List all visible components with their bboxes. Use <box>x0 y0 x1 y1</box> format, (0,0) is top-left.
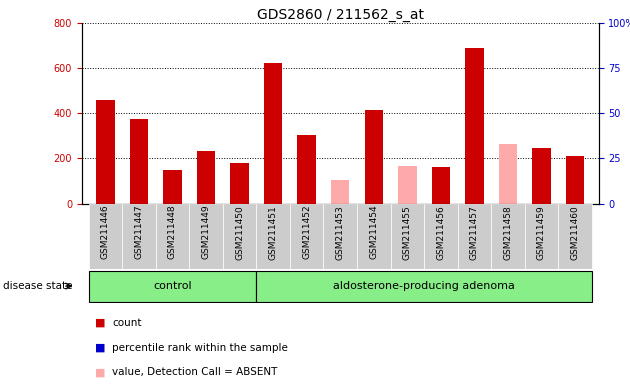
Bar <box>491 204 525 269</box>
Text: GSM211457: GSM211457 <box>470 205 479 260</box>
Bar <box>465 48 484 204</box>
Bar <box>189 204 223 269</box>
Bar <box>566 156 584 204</box>
Bar <box>323 204 357 269</box>
Bar <box>130 119 148 204</box>
Bar <box>163 170 181 204</box>
Text: ■: ■ <box>94 343 105 353</box>
Bar <box>398 166 416 204</box>
Bar <box>264 63 282 204</box>
Text: GSM211446: GSM211446 <box>101 205 110 260</box>
Text: GSM211449: GSM211449 <box>202 205 210 260</box>
Bar <box>457 204 491 269</box>
Text: ■: ■ <box>94 367 105 377</box>
Bar <box>256 271 592 302</box>
Title: GDS2860 / 211562_s_at: GDS2860 / 211562_s_at <box>256 8 424 22</box>
Text: GSM211455: GSM211455 <box>403 205 412 260</box>
Text: GSM211456: GSM211456 <box>437 205 445 260</box>
Text: GSM211447: GSM211447 <box>134 205 144 260</box>
Bar <box>532 148 551 204</box>
Bar <box>424 204 457 269</box>
Bar <box>365 110 383 204</box>
Text: GSM211450: GSM211450 <box>235 205 244 260</box>
Text: GSM211458: GSM211458 <box>503 205 512 260</box>
Text: GSM211448: GSM211448 <box>168 205 177 260</box>
Bar <box>331 180 350 204</box>
Bar <box>96 100 115 204</box>
Text: GSM211452: GSM211452 <box>302 205 311 260</box>
Bar <box>256 204 290 269</box>
Bar <box>432 167 450 204</box>
Text: GSM211460: GSM211460 <box>571 205 580 260</box>
Text: ■: ■ <box>94 318 105 328</box>
Bar <box>231 163 249 204</box>
Text: GSM211453: GSM211453 <box>336 205 345 260</box>
Bar <box>558 204 592 269</box>
Bar <box>525 204 558 269</box>
Bar <box>391 204 424 269</box>
Text: value, Detection Call = ABSENT: value, Detection Call = ABSENT <box>112 367 277 377</box>
Text: disease state: disease state <box>3 281 72 291</box>
Text: percentile rank within the sample: percentile rank within the sample <box>112 343 288 353</box>
Text: count: count <box>112 318 142 328</box>
Bar <box>89 204 122 269</box>
Bar <box>290 204 323 269</box>
Bar <box>357 204 391 269</box>
Bar <box>122 204 156 269</box>
Bar <box>297 135 316 204</box>
Bar <box>223 204 256 269</box>
Text: GSM211454: GSM211454 <box>369 205 378 260</box>
Bar <box>197 151 215 204</box>
Bar <box>156 204 189 269</box>
Bar <box>499 144 517 204</box>
Bar <box>89 271 256 302</box>
Text: control: control <box>153 281 192 291</box>
Text: GSM211451: GSM211451 <box>268 205 278 260</box>
Text: aldosterone-producing adenoma: aldosterone-producing adenoma <box>333 281 515 291</box>
Text: GSM211459: GSM211459 <box>537 205 546 260</box>
